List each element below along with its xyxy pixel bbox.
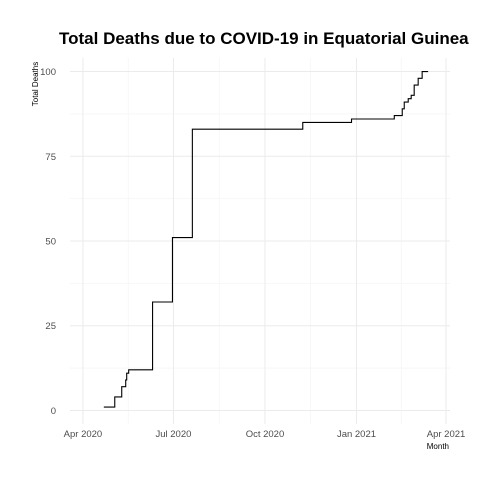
- x-tick-label: Jan 2021: [337, 429, 376, 440]
- y-tick-label: 75: [45, 152, 56, 163]
- y-tick-label: 100: [40, 67, 56, 78]
- y-axis-label: Total Deaths: [31, 62, 40, 106]
- y-tick-labels: 0 25 50 75 100: [40, 67, 56, 417]
- x-tick-label: Apr 2021: [427, 429, 466, 440]
- x-tick-label: Oct 2020: [246, 429, 285, 440]
- total-deaths-line: [104, 72, 428, 408]
- y-tick-label: 0: [51, 406, 56, 417]
- x-axis-label: Month: [427, 442, 449, 451]
- chart-title: Total Deaths due to COVID-19 in Equatori…: [59, 29, 469, 48]
- y-tick-label: 50: [45, 237, 56, 248]
- x-tick-labels: Apr 2020 Jul 2020 Oct 2020 Jan 2021 Apr 2021: [64, 429, 466, 440]
- series: [104, 72, 428, 408]
- x-tick-label: Apr 2020: [64, 429, 103, 440]
- x-tick-label: Jul 2020: [155, 429, 191, 440]
- grid: [70, 58, 450, 424]
- y-tick-label: 25: [45, 321, 56, 332]
